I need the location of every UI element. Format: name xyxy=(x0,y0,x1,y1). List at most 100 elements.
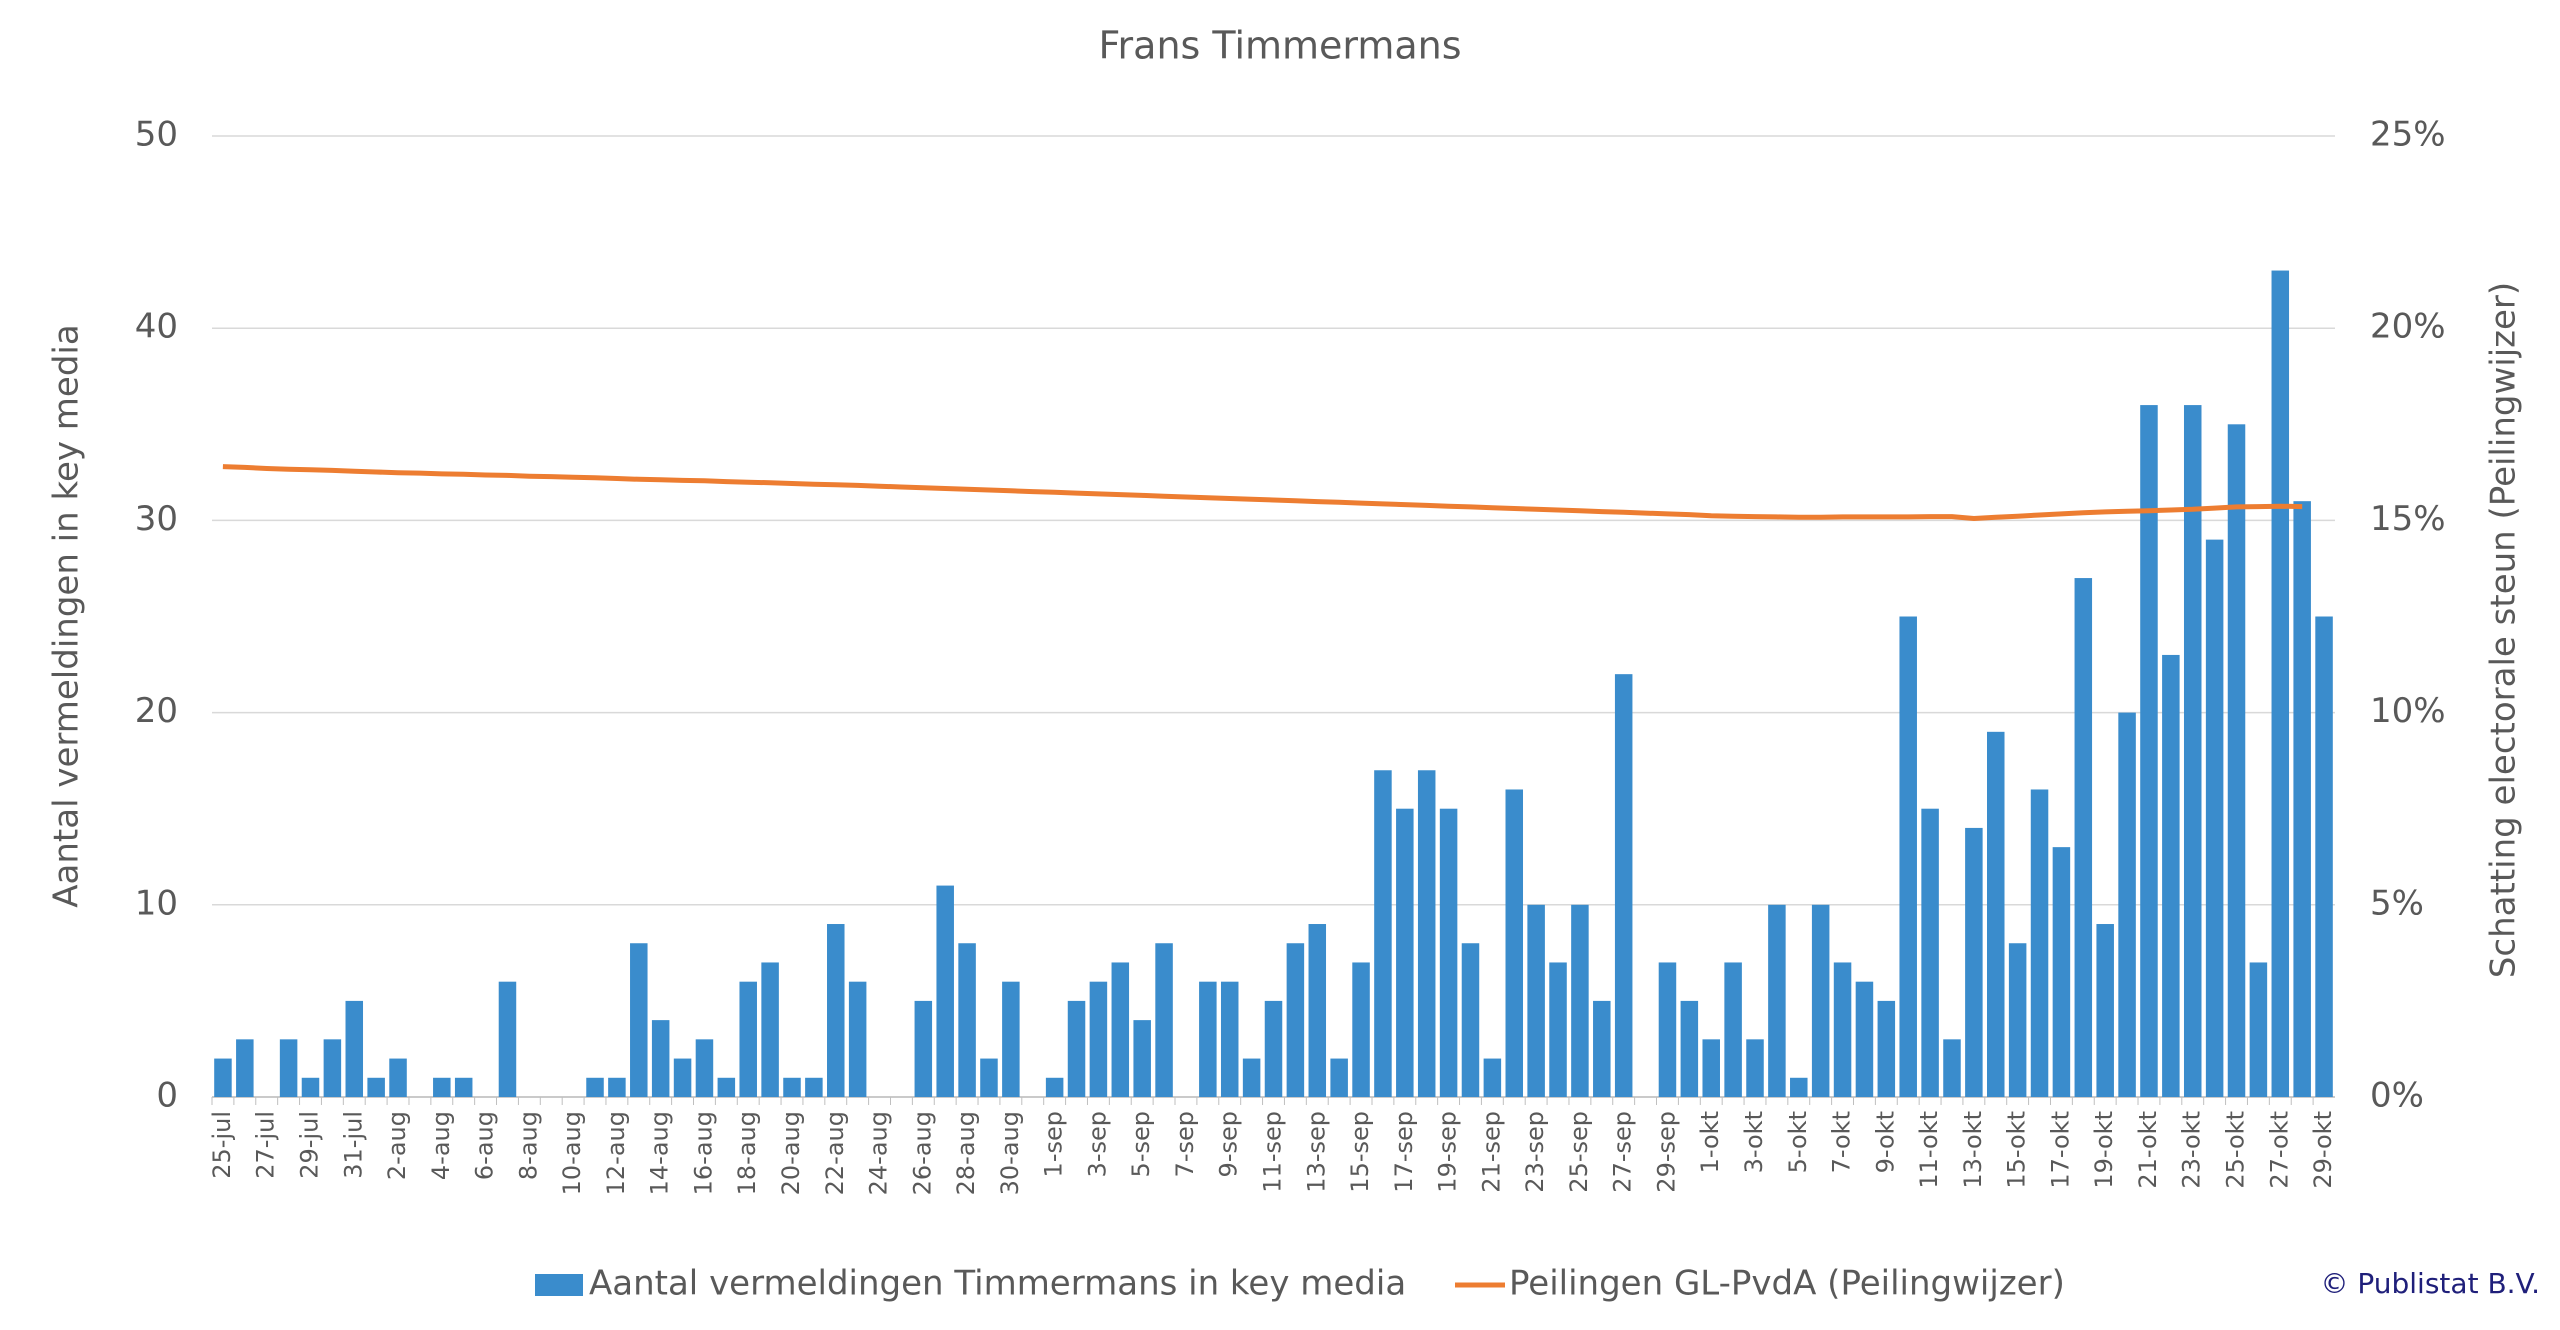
y-tick-label: 20 xyxy=(135,691,178,731)
line xyxy=(222,464,2303,521)
bar xyxy=(2315,616,2333,1097)
y2-tick-label: 25% xyxy=(2370,115,2446,155)
bar xyxy=(717,1077,736,1097)
bar xyxy=(1002,981,1020,1097)
x-tick-label: 11-okt xyxy=(1915,1111,1943,1189)
bar xyxy=(1242,1058,1261,1097)
x-tick-label: 29-sep xyxy=(1652,1111,1680,1193)
bar xyxy=(1352,962,1370,1097)
bar xyxy=(345,1000,364,1097)
bar xyxy=(1505,789,1524,1097)
bar xyxy=(1987,731,2005,1097)
bar xyxy=(1417,770,1436,1097)
bar xyxy=(1045,1077,1064,1097)
bar xyxy=(1702,1039,1720,1097)
bar xyxy=(279,1039,298,1097)
x-tick-label: 7-okt xyxy=(1828,1111,1856,1173)
bar xyxy=(1483,1058,1502,1097)
x-tick-label: 25-okt xyxy=(2222,1111,2250,1189)
legend-swatch xyxy=(535,1274,583,1296)
x-tick-label: 9-sep xyxy=(1215,1111,1243,1177)
bar xyxy=(2030,789,2049,1097)
bar xyxy=(827,924,845,1097)
bar xyxy=(761,962,779,1097)
bar xyxy=(1921,808,1939,1097)
bar xyxy=(1811,904,1830,1097)
x-tick-label: 21-sep xyxy=(1477,1111,1505,1193)
x-tick-label: 24-aug xyxy=(865,1111,893,1195)
bar xyxy=(2140,405,2158,1098)
bar xyxy=(1549,962,1567,1097)
bar xyxy=(2227,424,2246,1097)
bar xyxy=(980,1058,998,1097)
bar xyxy=(1067,1000,1086,1097)
x-tick-label: 23-okt xyxy=(2178,1111,2206,1189)
x-tick-label: 14-aug xyxy=(646,1111,674,1195)
x-tick-label: 11-sep xyxy=(1259,1111,1287,1193)
bar xyxy=(2205,539,2224,1097)
bar xyxy=(1965,827,1983,1097)
x-tick-label: 27-sep xyxy=(1609,1111,1637,1193)
bar xyxy=(214,1058,232,1097)
bar xyxy=(323,1039,342,1097)
bar xyxy=(367,1077,385,1097)
bar xyxy=(1855,981,1874,1097)
x-tick-label: 28-aug xyxy=(952,1111,980,1195)
y-tick-label: 40 xyxy=(135,307,178,347)
x-tick-label: 17-sep xyxy=(1390,1111,1418,1193)
bar xyxy=(433,1077,451,1097)
bar xyxy=(2249,962,2268,1097)
bar xyxy=(586,1077,604,1097)
legend-label: Aantal vermeldingen Timmermans in key me… xyxy=(589,1264,1406,1304)
bar xyxy=(2074,578,2093,1097)
bar xyxy=(2271,270,2290,1097)
x-tick-label: 8-aug xyxy=(514,1111,542,1180)
x-tick-label: 1-sep xyxy=(1040,1111,1068,1177)
bar xyxy=(1461,943,1480,1097)
bar xyxy=(1330,1058,1348,1097)
x-tick-label: 25-sep xyxy=(1565,1111,1593,1193)
bar xyxy=(1680,1000,1699,1097)
bar xyxy=(783,1077,801,1097)
source-note: © Publistat B.V. xyxy=(2320,1267,2540,1300)
bar xyxy=(1439,808,1458,1097)
x-tick-label: 4-aug xyxy=(427,1111,455,1180)
bar xyxy=(1396,808,1414,1097)
bar xyxy=(1286,943,1305,1097)
x-tick-label: 22-aug xyxy=(821,1111,849,1195)
y-tick-label: 30 xyxy=(135,499,178,539)
bar xyxy=(958,943,976,1097)
y-tick-label: 10 xyxy=(135,883,178,923)
bar xyxy=(2008,943,2027,1097)
bar xyxy=(914,1000,933,1097)
x-tick-label: 5-okt xyxy=(1784,1111,1812,1173)
x-tick-label: 23-sep xyxy=(1521,1111,1549,1193)
bar xyxy=(1264,1000,1283,1097)
bar xyxy=(1943,1039,1961,1097)
bar xyxy=(936,885,954,1097)
x-tick-label: 3-okt xyxy=(1740,1111,1768,1173)
x-tick-label: 13-sep xyxy=(1302,1111,1330,1193)
bar xyxy=(1899,616,1917,1097)
y-axis-label: Aantal vermeldingen in key media xyxy=(47,324,87,907)
bar xyxy=(805,1077,823,1097)
x-tick-label: 26-aug xyxy=(908,1111,936,1195)
bar xyxy=(1199,981,1217,1097)
x-tick-label: 16-aug xyxy=(689,1111,717,1195)
x-tick-label: 5-sep xyxy=(1127,1111,1155,1177)
bar xyxy=(301,1077,320,1097)
bar xyxy=(1877,1000,1896,1097)
bar xyxy=(695,1039,714,1097)
bar xyxy=(1527,904,1545,1097)
x-tick-label: 15-sep xyxy=(1346,1111,1374,1193)
x-tick-label: 15-okt xyxy=(2003,1111,2031,1189)
bar xyxy=(630,943,648,1097)
y2-axis-label: Schatting electorale steun (Peilingwijze… xyxy=(2484,282,2524,978)
bar xyxy=(1571,904,1589,1097)
x-tick-label: 12-aug xyxy=(602,1111,630,1195)
bar xyxy=(2052,847,2071,1097)
bar xyxy=(1155,943,1173,1097)
bar xyxy=(1593,1000,1611,1097)
bar xyxy=(2096,924,2114,1097)
x-tick-label: 7-sep xyxy=(1171,1111,1199,1177)
